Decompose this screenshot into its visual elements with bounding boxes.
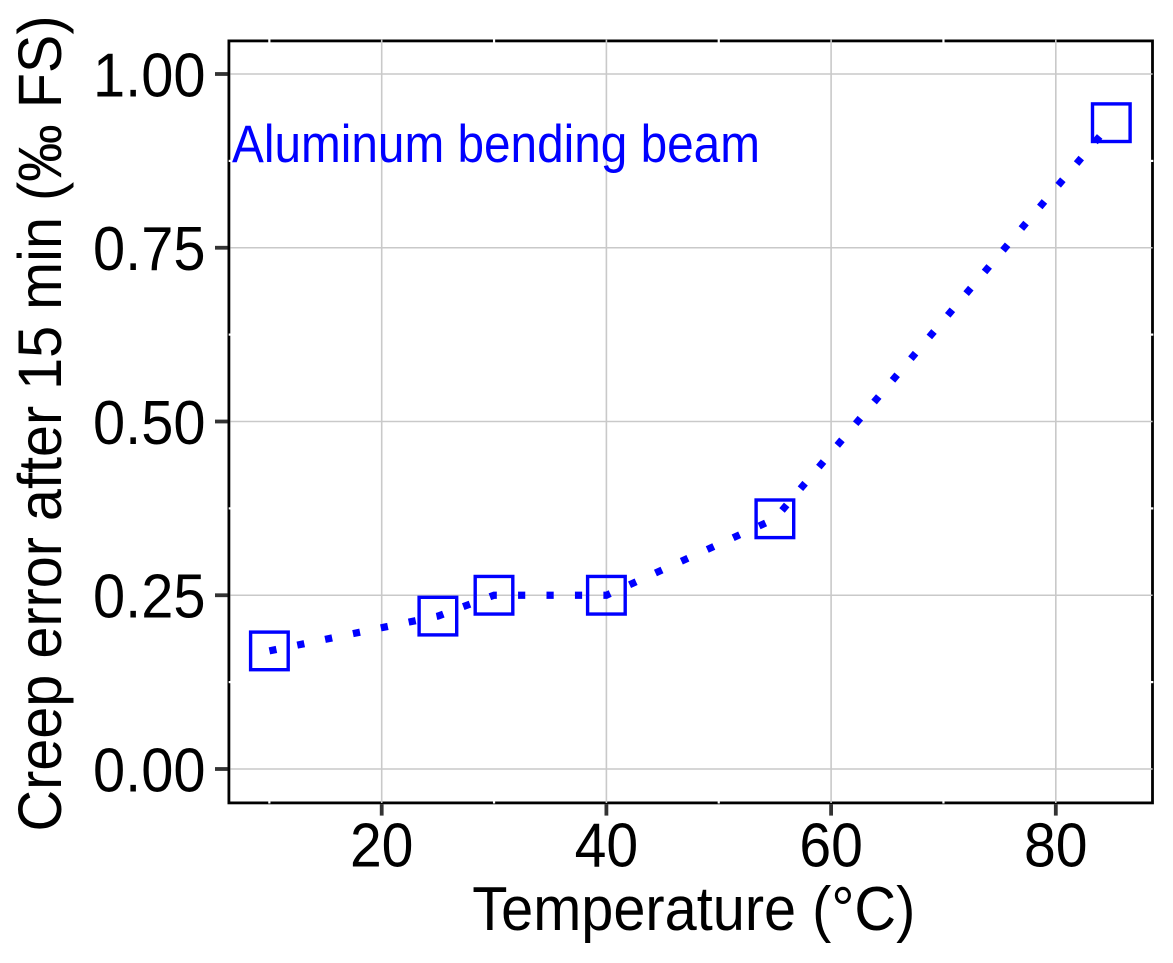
svg-text:Temperature (°C): Temperature (°C) — [472, 875, 915, 944]
svg-text:20: 20 — [350, 812, 414, 881]
svg-text:0.50: 0.50 — [93, 389, 206, 458]
svg-text:0.25: 0.25 — [93, 563, 206, 632]
svg-text:80: 80 — [1024, 812, 1088, 881]
svg-text:0.75: 0.75 — [93, 215, 206, 284]
svg-text:60: 60 — [799, 812, 863, 881]
svg-text:40: 40 — [575, 812, 639, 881]
svg-text:Aluminum bending beam: Aluminum bending beam — [232, 115, 760, 174]
svg-text:0.00: 0.00 — [93, 736, 206, 805]
svg-text:1.00: 1.00 — [93, 41, 206, 110]
svg-text:Creep error after 15 min (‰ FS: Creep error after 15 min (‰ FS) — [6, 16, 74, 832]
